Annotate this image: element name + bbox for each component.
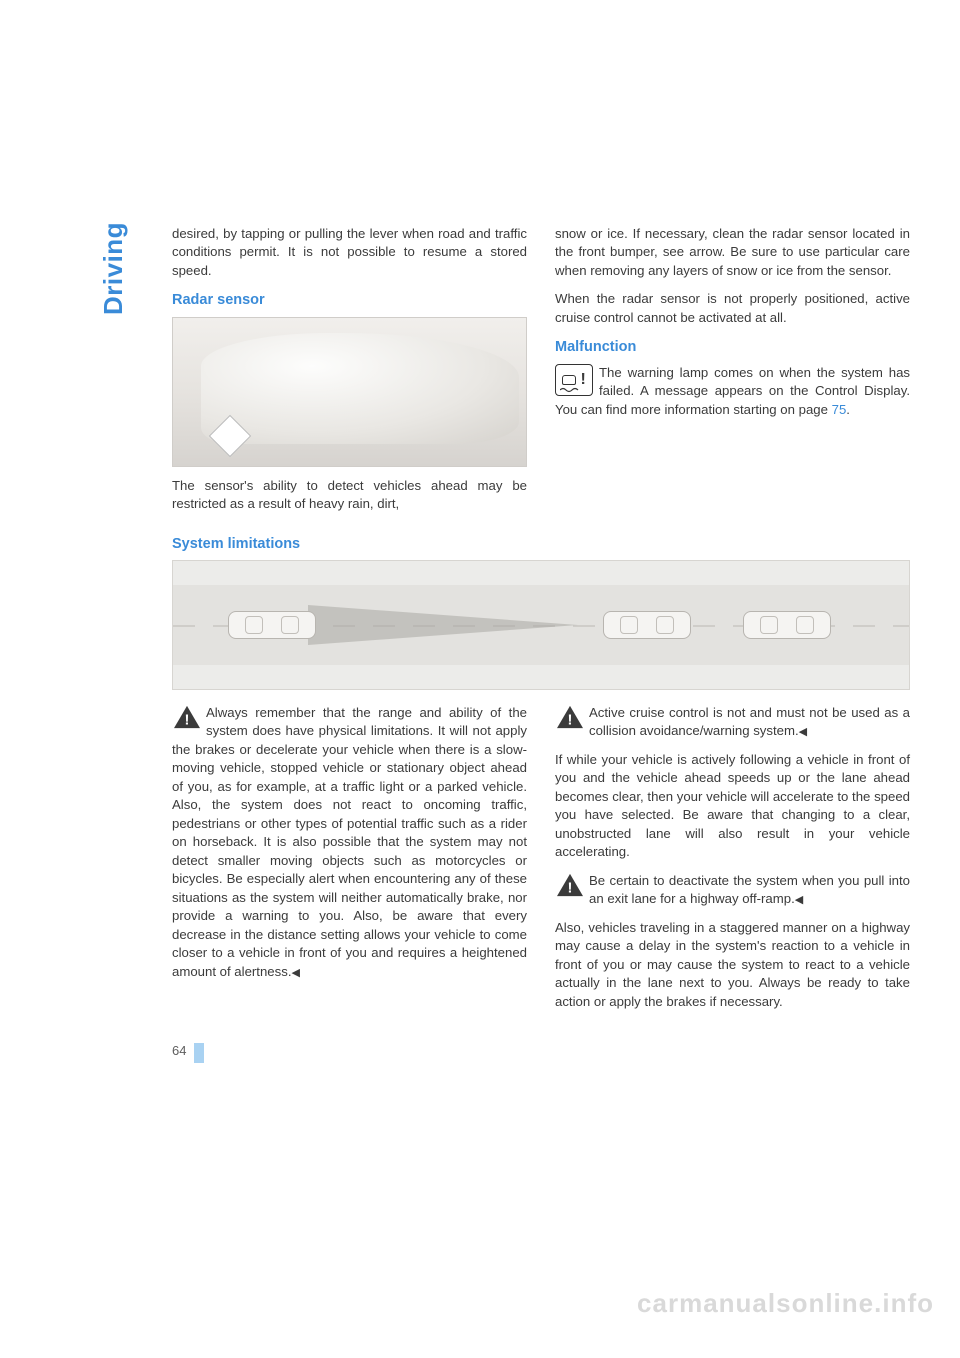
malfunction-text: The warning lamp comes on when the syste… — [555, 365, 910, 417]
left-column: desired, by tapping or pulling the lever… — [172, 225, 527, 524]
svg-text:!: ! — [185, 712, 190, 728]
svg-text:!: ! — [568, 712, 573, 728]
radar-caption: The sensor's ability to detect vehicles … — [172, 477, 527, 514]
warning-triangle-icon: ! — [555, 872, 585, 898]
warning-triangle-icon: ! — [555, 704, 585, 730]
intro-paragraph: desired, by tapping or pulling the lever… — [172, 225, 527, 280]
lower-left-column: ! Always remember that the range and abi… — [172, 704, 527, 1021]
limitations-warning-text: Always remember that the range and abili… — [172, 705, 527, 979]
page-number-block: 64 — [90, 1043, 910, 1063]
lower-columns: ! Always remember that the range and abi… — [172, 704, 910, 1021]
warning-lamp-icon: ! — [555, 364, 593, 396]
limitations-warning-paragraph: ! Always remember that the range and abi… — [172, 704, 527, 981]
period: . — [846, 402, 850, 417]
malfunction-heading: Malfunction — [555, 337, 910, 357]
manual-page: Driving desired, by tapping or pulling t… — [0, 0, 960, 1280]
watermark-text: carmanualsonline.info — [0, 1280, 960, 1339]
end-marker-icon: ◀ — [795, 894, 803, 906]
warning-triangle-icon: ! — [172, 704, 202, 730]
system-limitations-heading: System limitations — [172, 536, 910, 552]
staggered-paragraph: Also, vehicles traveling in a staggered … — [555, 919, 910, 1011]
offramp-warning-text: Be certain to deactivate the system when… — [589, 873, 910, 906]
sensor-position-paragraph: When the radar sensor is not properly po… — [555, 290, 910, 327]
page-number: 64 — [172, 1043, 186, 1063]
acceleration-paragraph: If while your vehicle is actively follow… — [555, 751, 910, 862]
malfunction-paragraph: ! The warning lamp comes on when the sys… — [555, 364, 910, 419]
end-marker-icon: ◀ — [292, 967, 300, 979]
snow-ice-paragraph: snow or ice. If necessary, clean the rad… — [555, 225, 910, 280]
svg-text:!: ! — [568, 880, 573, 896]
lane-diagram-figure — [172, 560, 910, 690]
radar-sensor-heading: Radar sensor — [172, 290, 527, 310]
page-number-bar-icon — [194, 1043, 204, 1063]
radar-sensor-figure — [172, 317, 527, 467]
section-tab-driving: Driving — [98, 222, 129, 315]
right-column: snow or ice. If necessary, clean the rad… — [555, 225, 910, 524]
top-columns: desired, by tapping or pulling the lever… — [90, 225, 910, 524]
collision-warning-text: Active cruise control is not and must no… — [589, 705, 910, 738]
lower-right-column: ! Active cruise control is not and must … — [555, 704, 910, 1021]
system-limitations-section: System limitations ! Always remember tha… — [90, 536, 910, 1021]
collision-warning-paragraph: ! Active cruise control is not and must … — [555, 704, 910, 741]
offramp-warning-paragraph: ! Be certain to deactivate the system wh… — [555, 872, 910, 909]
page-reference-link[interactable]: 75 — [832, 402, 847, 417]
end-marker-icon: ◀ — [799, 726, 807, 738]
